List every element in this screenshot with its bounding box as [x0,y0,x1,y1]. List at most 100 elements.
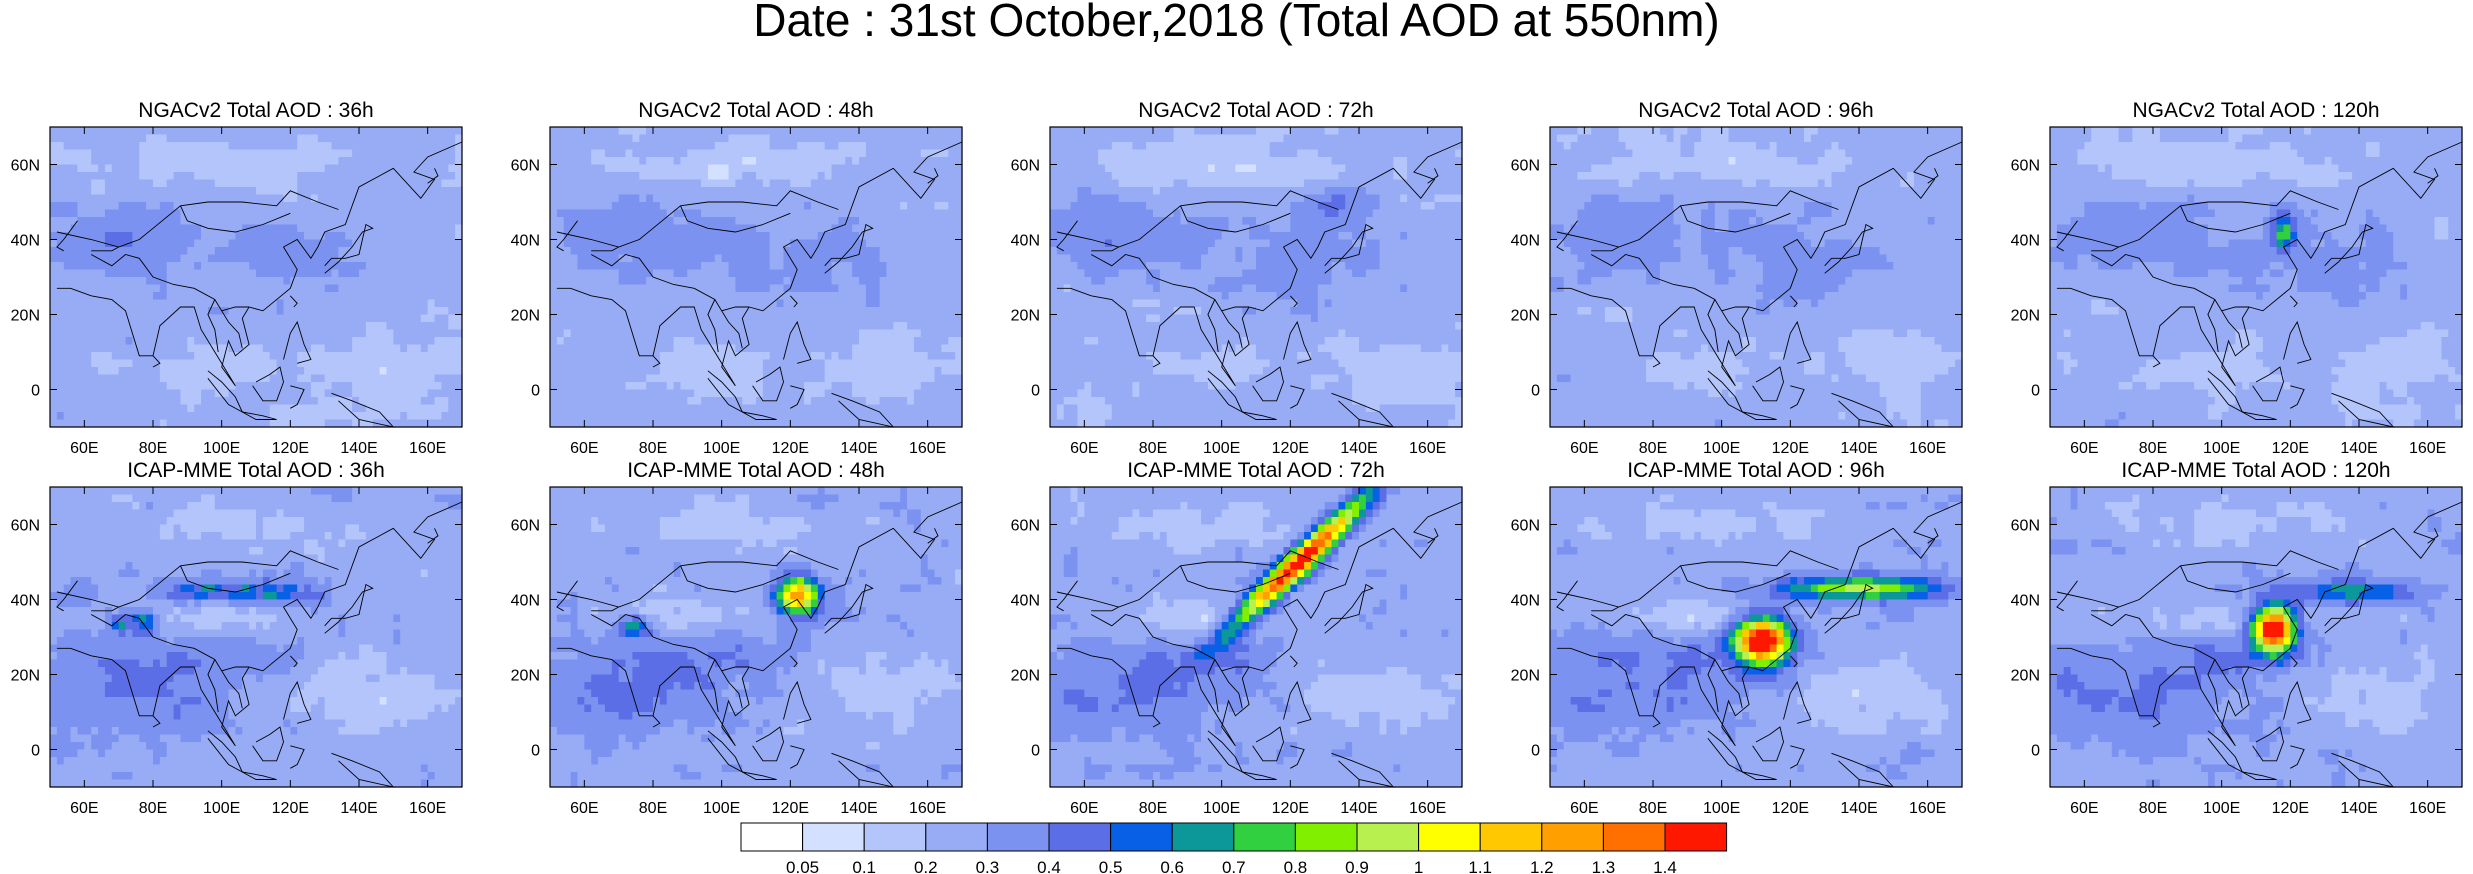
colorbar-label: 0.6 [1160,858,1184,874]
lon-tick-label: 100E [203,800,240,817]
lat-tick-label: 40N [511,233,540,250]
colorbar-label: 1.2 [1530,858,1554,874]
lon-tick-label: 100E [1203,800,1240,817]
lon-tick-label: 160E [409,800,446,817]
lon-tick-label: 80E [139,440,167,457]
lon-tick-label: 120E [772,800,809,817]
lon-tick-label: 120E [1272,800,1309,817]
panel-title: NGACv2 Total AOD : 120h [2132,99,2379,122]
lon-tick-label: 60E [2070,440,2098,457]
lon-tick-label: 60E [2070,800,2098,817]
lon-tick-label: 80E [639,440,667,457]
panel-title: ICAP-MME Total AOD : 120h [2121,459,2390,482]
lat-tick-label: 40N [11,593,40,610]
colorbar-box [1234,823,1296,851]
aod-field [50,487,463,788]
colorbar-box [987,823,1049,851]
aod-field [1550,127,1963,428]
aod-field [1050,127,1463,428]
lat-tick-label: 40N [1011,233,1040,250]
lon-tick-label: 60E [1570,440,1598,457]
lon-tick-label: 140E [840,800,877,817]
lon-tick-label: 120E [1772,440,1809,457]
lat-tick-label: 60N [11,158,40,175]
lat-tick-label: 40N [1511,233,1540,250]
aod-field [550,127,963,428]
lat-tick-label: 0 [1531,743,1540,760]
lat-tick-label: 20N [1011,308,1040,325]
lon-tick-label: 160E [1409,440,1446,457]
lat-tick-label: 60N [1011,158,1040,175]
aod-field [1550,487,1963,788]
lat-tick-label: 60N [1511,158,1540,175]
lon-tick-label: 160E [409,440,446,457]
colorbar-label: 0.3 [976,858,1000,874]
aod-field [550,487,963,788]
lat-tick-label: 0 [1531,383,1540,400]
lon-tick-label: 140E [340,440,377,457]
colorbar-label: 0.7 [1222,858,1246,874]
lon-tick-label: 80E [2139,440,2167,457]
lon-tick-label: 60E [570,440,598,457]
aod-field [2050,127,2463,428]
colorbar: 0.05 0.1 0.2 0.3 0.4 0.5 0.6 0.7 0.8 0.9 1 1.1 1.2 1.… [741,823,1727,874]
lon-tick-label: 100E [2203,440,2240,457]
lat-tick-label: 20N [511,308,540,325]
lon-tick-label: 140E [2340,800,2377,817]
lon-tick-label: 160E [909,800,946,817]
lon-tick-label: 140E [840,440,877,457]
lat-tick-label: 0 [531,743,540,760]
lat-tick-label: 60N [511,518,540,535]
lat-tick-label: 20N [11,668,40,685]
lat-tick-label: 60N [1011,518,1040,535]
colorbar-label: 0.5 [1099,858,1123,874]
lat-tick-label: 0 [31,383,40,400]
colorbar-box [926,823,988,851]
colorbar-box [1111,823,1173,851]
lat-tick-label: 20N [11,308,40,325]
lon-tick-label: 140E [1840,800,1877,817]
aod-field [2050,487,2463,788]
lon-tick-label: 100E [703,440,740,457]
map-panel: NGACv2 Total AOD : 48h 60E 80E 100E 120E 140E… [511,99,963,457]
lon-tick-label: 140E [340,800,377,817]
lat-tick-label: 0 [531,383,540,400]
panel-title: ICAP-MME Total AOD : 36h [127,459,385,482]
panel-title: NGACv2 Total AOD : 48h [638,99,873,122]
lon-tick-label: 160E [2409,800,2446,817]
lon-tick-label: 60E [1070,440,1098,457]
lon-tick-label: 80E [1639,800,1667,817]
lon-tick-label: 120E [772,440,809,457]
lat-tick-label: 0 [1031,743,1040,760]
lon-tick-label: 80E [1639,440,1667,457]
lat-tick-label: 20N [511,668,540,685]
panel-title: ICAP-MME Total AOD : 72h [1127,459,1385,482]
colorbar-label: 1.4 [1653,858,1677,874]
lat-tick-label: 60N [2011,518,2040,535]
colorbar-label: 0.4 [1037,858,1061,874]
colorbar-label: 0.05 [786,858,819,874]
lon-tick-label: 160E [1409,800,1446,817]
lat-tick-label: 20N [1011,668,1040,685]
colorbar-box [1049,823,1111,851]
lon-tick-label: 100E [1703,440,1740,457]
lon-tick-label: 100E [203,440,240,457]
lon-tick-label: 120E [1772,800,1809,817]
colorbar-box [1603,823,1665,851]
lon-tick-label: 140E [1340,440,1377,457]
lon-tick-label: 80E [639,800,667,817]
lon-tick-label: 160E [1909,440,1946,457]
lat-tick-label: 40N [1511,593,1540,610]
panel-title: NGACv2 Total AOD : 72h [1138,99,1373,122]
colorbar-box [1542,823,1604,851]
colorbar-box [803,823,865,851]
